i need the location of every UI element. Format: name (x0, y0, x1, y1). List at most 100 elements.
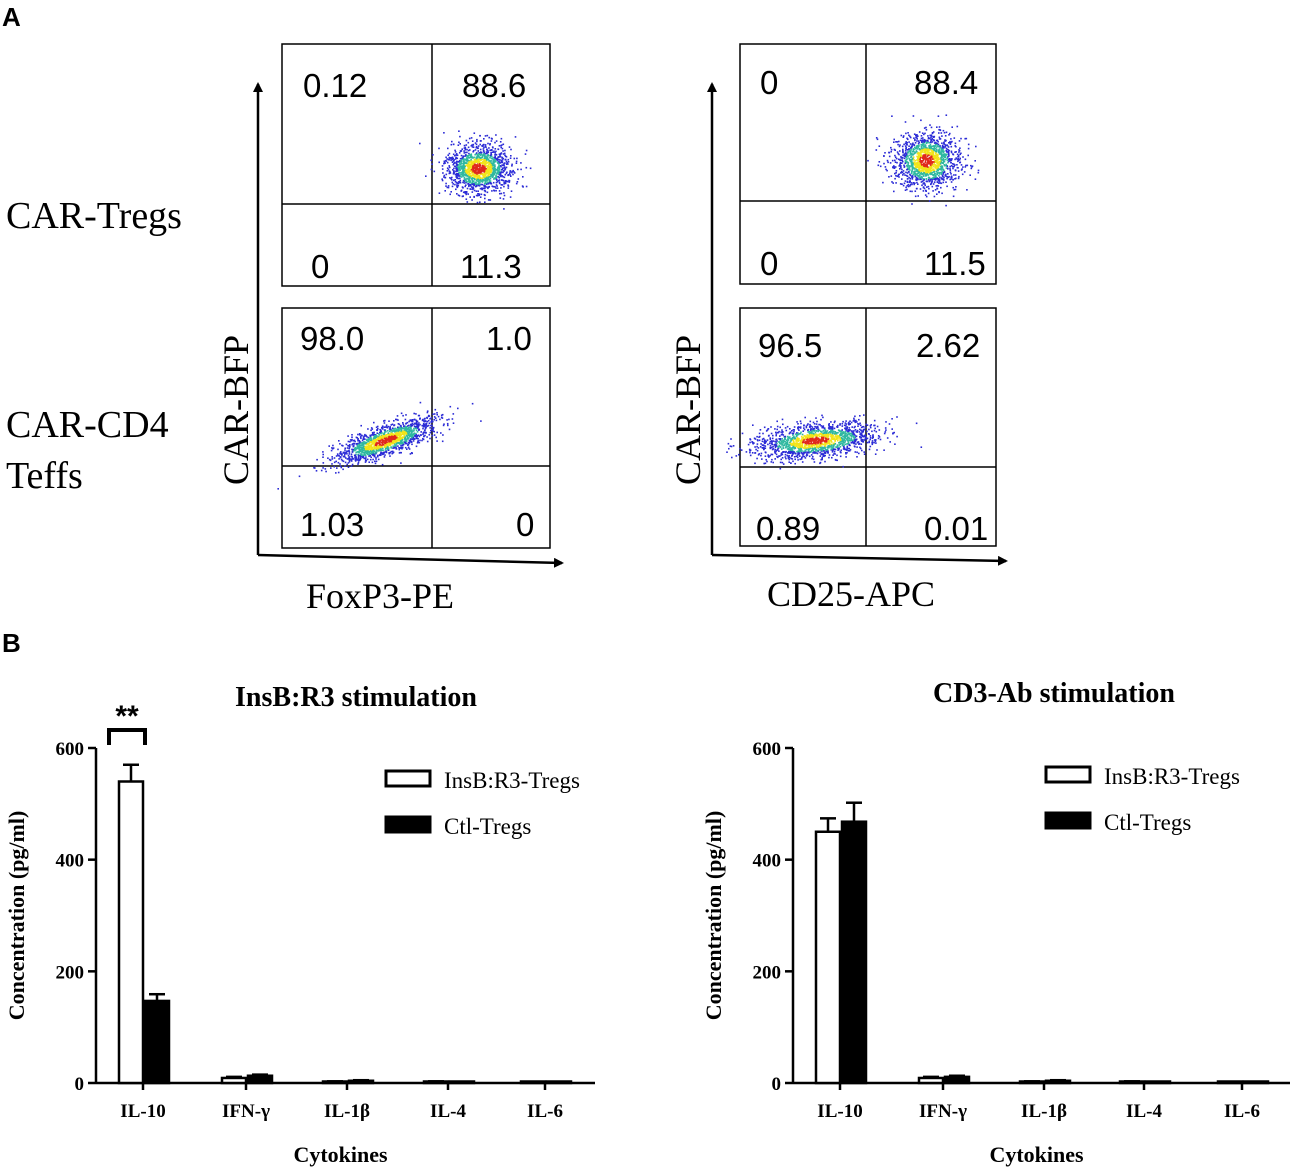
density-dot (410, 438, 412, 440)
density-dot (372, 450, 374, 452)
density-dot (833, 432, 835, 435)
density-dot (478, 156, 481, 159)
density-dot (919, 167, 921, 170)
density-dot (389, 433, 392, 436)
density-dot (501, 179, 503, 181)
density-dot (899, 150, 901, 152)
density-dot (918, 169, 921, 172)
density-dot (391, 437, 394, 440)
density-dot (769, 454, 771, 457)
density-dot (918, 159, 921, 161)
density-dot (863, 439, 866, 441)
density-dot (386, 444, 389, 447)
density-dot (482, 154, 485, 157)
density-dot (914, 165, 917, 168)
density-dot (503, 167, 506, 169)
density-dot (473, 171, 476, 173)
density-dot (916, 134, 918, 136)
density-dot (472, 186, 474, 189)
density-dot (877, 164, 880, 167)
density-dot (391, 435, 393, 438)
density-dot (426, 425, 429, 427)
density-dot (950, 141, 952, 144)
density-dot (395, 444, 397, 446)
density-dot (499, 155, 502, 158)
density-dot (910, 158, 913, 161)
density-dot (921, 149, 923, 151)
density-dot (938, 158, 940, 161)
density-dot (920, 137, 923, 140)
density-dot (932, 190, 934, 192)
density-dot (475, 146, 478, 148)
density-dot (878, 429, 881, 431)
density-dot (411, 434, 414, 436)
density-dot (313, 467, 315, 469)
density-dot (460, 172, 462, 174)
density-dot (938, 126, 941, 128)
density-dot (925, 171, 927, 174)
density-dot (445, 185, 447, 187)
density-dot (447, 154, 449, 156)
density-dot (480, 161, 482, 164)
density-dot (511, 163, 513, 166)
density-dot (405, 439, 408, 441)
density-dot (914, 163, 917, 166)
density-dot (509, 196, 512, 198)
density-dot (381, 438, 384, 441)
density-dot (446, 419, 448, 421)
density-dot (945, 204, 947, 207)
density-dot (508, 181, 511, 183)
density-dot (949, 165, 951, 168)
density-dot (855, 438, 858, 441)
density-dot (469, 196, 471, 198)
density-dot (456, 184, 458, 186)
quadrant-q1: 0.12 (303, 67, 367, 104)
density-dot (513, 171, 515, 173)
density-dot (333, 461, 336, 464)
density-dot (925, 164, 927, 167)
density-dot (947, 152, 950, 155)
density-dot (915, 179, 917, 181)
density-dot (432, 413, 434, 415)
density-dot (892, 166, 894, 168)
density-dot (902, 160, 904, 163)
density-dot (864, 435, 867, 438)
density-dot (485, 151, 488, 153)
density-dot (935, 160, 938, 163)
density-dot (929, 166, 931, 168)
density-dot (941, 169, 943, 171)
density-dot (915, 176, 918, 179)
density-dot (417, 423, 420, 426)
density-dot (827, 427, 830, 429)
density-dot (480, 151, 482, 153)
density-dot (402, 427, 404, 430)
density-dot (936, 172, 939, 175)
density-dot (491, 155, 493, 158)
density-dot (493, 150, 495, 152)
density-dot (344, 447, 346, 450)
density-dot (464, 154, 467, 156)
density-dot (425, 424, 428, 426)
density-dot (896, 161, 898, 164)
density-dot (370, 429, 372, 432)
density-dot (369, 435, 372, 437)
density-dot (402, 436, 404, 438)
density-dot (426, 440, 429, 443)
density-dot (499, 162, 501, 164)
density-dot (911, 143, 914, 146)
density-dot (796, 421, 798, 423)
density-dot (372, 458, 374, 461)
density-dot (361, 443, 363, 445)
flow-y-label-right: CAR-BFP (668, 335, 708, 485)
density-dot (904, 142, 907, 145)
density-dot (908, 134, 910, 137)
density-dot (455, 176, 457, 178)
density-dot (474, 159, 477, 161)
density-dot (468, 177, 471, 180)
density-dot (891, 115, 893, 117)
density-dot (824, 444, 827, 446)
density-dot (383, 432, 386, 434)
density-dot (899, 183, 902, 185)
density-dot (905, 146, 908, 149)
density-dot (945, 139, 947, 142)
